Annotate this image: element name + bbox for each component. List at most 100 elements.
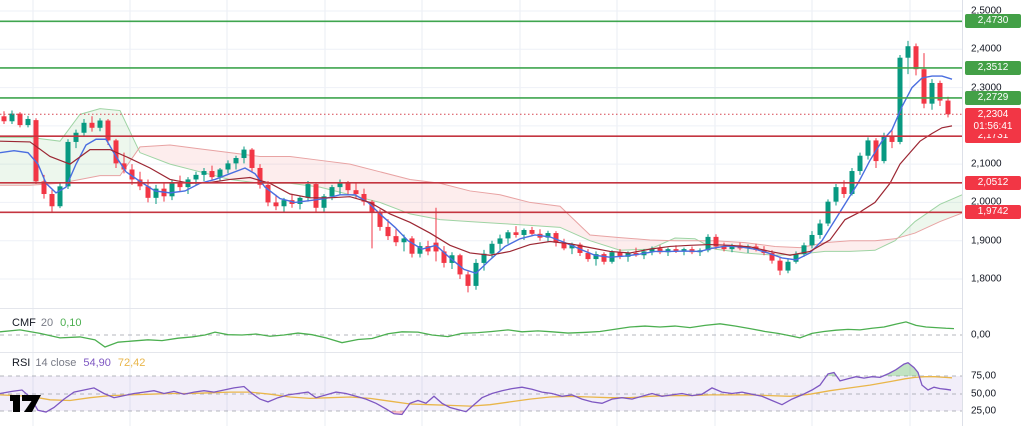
candle-up — [281, 200, 287, 207]
ichimoku-conversion-line — [0, 75, 953, 275]
candle-up — [473, 262, 479, 286]
rsi-ma-value: 72,42 — [117, 357, 146, 369]
ichimoku-cloud-red — [560, 206, 590, 241]
candle-up — [649, 248, 655, 252]
rsi-axis-label: 50,00 — [971, 388, 997, 400]
candle-up — [9, 113, 15, 122]
candle-up — [801, 245, 807, 255]
candle-down — [921, 69, 927, 104]
candle-up — [73, 132, 79, 142]
candle-down — [89, 122, 95, 128]
candle-down — [145, 186, 151, 198]
candle-down — [257, 167, 263, 185]
candle-up — [297, 197, 303, 204]
candle-down — [265, 184, 271, 203]
rsi-oversold-fill — [389, 411, 405, 415]
candle-down — [409, 238, 415, 254]
candle-up — [81, 122, 87, 133]
ichimoku-cloud-green — [120, 110, 140, 176]
candle-down — [945, 100, 951, 115]
ichimoku-cloud-red — [530, 202, 560, 228]
ichimoku-cloud-red — [590, 234, 620, 251]
candle-up — [865, 140, 871, 156]
candle-down — [657, 248, 663, 253]
candle-up — [593, 254, 599, 260]
price-axis-label: 2,1000 — [971, 158, 1002, 170]
tradingview-logo[interactable] — [9, 392, 43, 414]
candle-down — [345, 182, 351, 191]
candle-down — [713, 236, 719, 247]
candle-up — [785, 261, 791, 271]
candle-down — [585, 252, 591, 260]
candle-down — [889, 136, 895, 142]
rsi-line — [0, 361, 952, 416]
cmf-legend: CMF 20 0,10 — [12, 317, 82, 329]
ichimoku-cloud-green — [0, 137, 30, 186]
candle-up — [321, 196, 327, 208]
candle-down — [561, 242, 567, 249]
tv-logo-seven — [22, 395, 41, 412]
candle-up — [681, 249, 687, 252]
candle-down — [385, 226, 391, 237]
candle-up — [625, 252, 631, 257]
chart-canvas[interactable] — [0, 0, 962, 426]
price-axis-label: 2,3000 — [971, 82, 1002, 94]
candle-up — [817, 223, 823, 235]
candle-down — [313, 184, 319, 208]
pane-separator-cmf-rsi[interactable] — [0, 352, 1024, 353]
candle-down — [41, 181, 47, 195]
candle-down — [441, 251, 447, 263]
candle-down — [377, 211, 383, 227]
ichimoku-cloud-red — [440, 183, 470, 222]
candle-down — [273, 202, 279, 207]
candle-down — [721, 246, 727, 250]
cmf-period: 20 — [40, 317, 54, 329]
candle-down — [121, 163, 127, 170]
candle-up — [665, 249, 671, 253]
candle-down — [49, 194, 55, 207]
candle-up — [905, 46, 911, 58]
candle-down — [617, 252, 623, 257]
ichimoku-leading-span-a — [0, 108, 962, 256]
candle-down — [937, 82, 943, 101]
candle-up — [169, 182, 175, 197]
candle-up — [705, 236, 711, 251]
candle-down — [601, 254, 607, 262]
rsi-ma-line — [0, 376, 953, 407]
candle-up — [217, 169, 223, 178]
ichimoku-cloud-red — [500, 194, 530, 226]
ichimoku-base-line — [0, 125, 953, 256]
candle-down — [249, 149, 255, 168]
ichimoku-cloud-red — [410, 179, 440, 220]
candle-up — [505, 232, 511, 239]
candle-down — [105, 120, 111, 141]
candle-down — [777, 260, 783, 271]
rsi-axis-label: 75,00 — [971, 370, 997, 382]
candle-down — [1, 116, 7, 122]
candle-up — [65, 141, 71, 187]
ichimoku-cloud-red — [140, 144, 170, 165]
candle-up — [417, 246, 423, 254]
ichimoku-cloud-red — [260, 156, 290, 184]
rsi-overbought-fill — [883, 362, 920, 376]
level-badge-green: 2,3512 — [965, 60, 1021, 75]
candle-up — [25, 118, 31, 126]
level-badge-red: 2,0512 — [965, 175, 1021, 190]
candle-down — [425, 246, 431, 252]
price-axis-label: 1,9000 — [971, 235, 1002, 247]
candle-up — [401, 238, 407, 243]
rsi-period: 14 close — [35, 357, 77, 369]
candle-down — [553, 233, 559, 243]
ichimoku-cloud-green — [80, 108, 100, 180]
candle-down — [33, 120, 39, 182]
last-price-badge: 2,2304 01:56:41 — [965, 108, 1021, 135]
rsi-legend: RSI 14 close 54,90 72,42 — [12, 357, 145, 369]
cmf-axis-label: 0,00 — [971, 329, 991, 341]
tv-logo-bar — [10, 395, 20, 412]
candle-down — [841, 187, 847, 195]
price-axis[interactable]: 2,5000 2,4000 2,3000 2,1000 2,0000 1,9000 1,80… — [962, 0, 1024, 426]
candle-down — [353, 190, 359, 195]
pane-separator-main-cmf[interactable] — [0, 308, 1024, 309]
price-axis-label: 2,0000 — [971, 196, 1002, 208]
